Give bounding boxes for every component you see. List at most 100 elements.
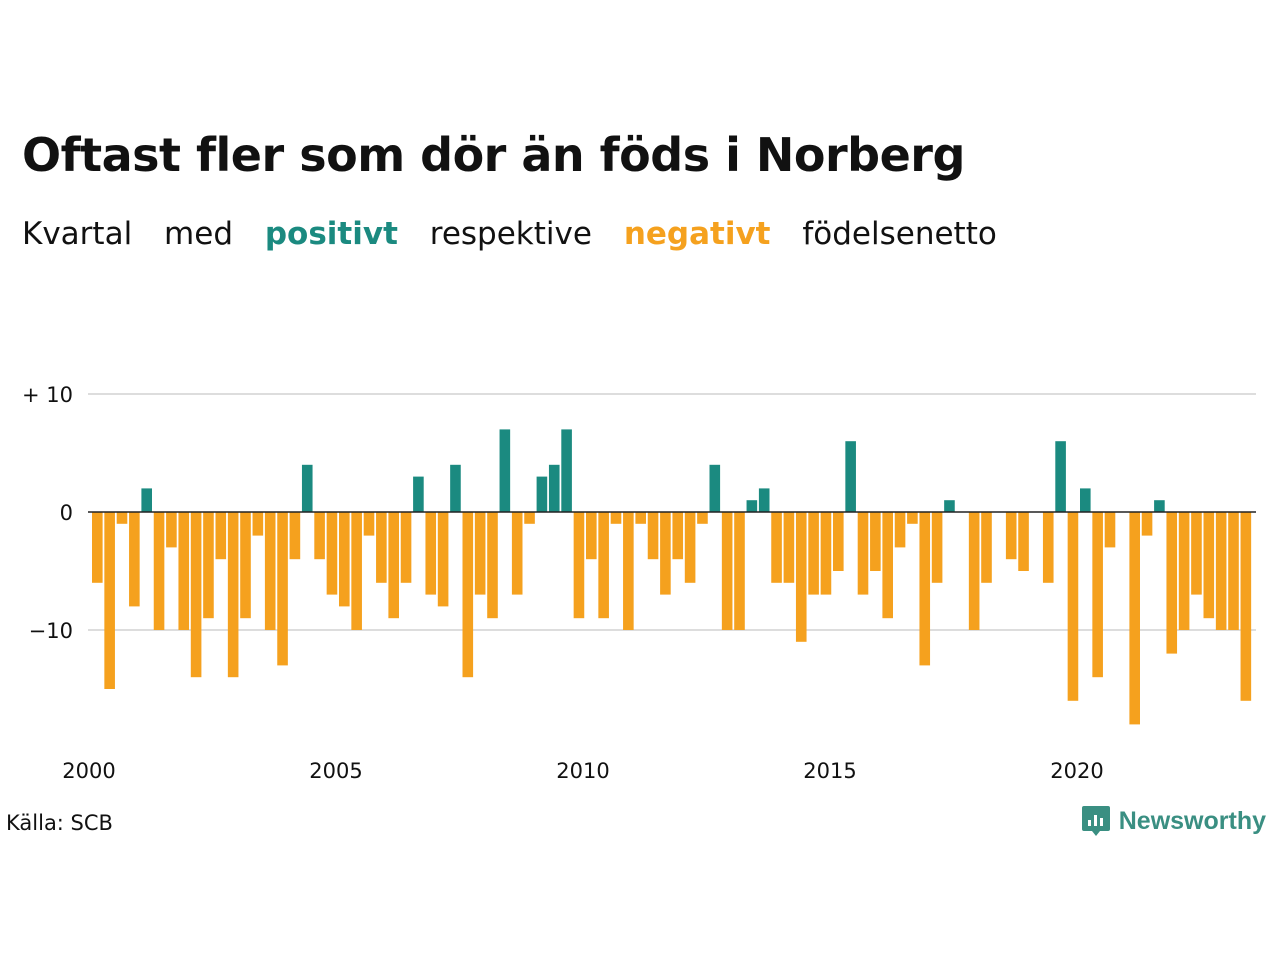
x-tick-label: 2005 xyxy=(309,759,362,783)
bar xyxy=(92,512,103,583)
bar xyxy=(610,512,622,524)
bar xyxy=(1203,512,1215,619)
x-tick-label: 2000 xyxy=(62,759,115,783)
bar xyxy=(314,512,325,560)
newsworthy-brand: Newsworthy xyxy=(1081,804,1266,838)
bar xyxy=(771,512,782,583)
bar xyxy=(1178,512,1190,630)
bar xyxy=(227,512,239,678)
bar xyxy=(1215,512,1227,630)
bar xyxy=(474,512,486,595)
bar xyxy=(153,512,165,630)
bar xyxy=(252,512,264,536)
bar xyxy=(684,512,696,583)
y-tick-label: 0 xyxy=(60,501,73,525)
bar xyxy=(166,512,177,548)
bar xyxy=(647,512,659,560)
bar xyxy=(734,512,745,630)
bar xyxy=(1166,512,1178,654)
bar xyxy=(1055,441,1066,512)
bar xyxy=(907,512,918,524)
bar xyxy=(190,512,202,678)
bar xyxy=(388,512,399,619)
bar xyxy=(376,512,387,583)
subtitle-text-4: födelsenetto xyxy=(802,216,997,252)
bar xyxy=(1141,512,1153,536)
bar xyxy=(203,512,214,619)
bar xyxy=(660,512,671,595)
bar xyxy=(598,512,609,619)
bar xyxy=(326,512,338,595)
bar xyxy=(586,512,597,560)
bar xyxy=(870,512,881,571)
bar xyxy=(981,512,992,583)
bar xyxy=(882,512,893,619)
bar xyxy=(1228,512,1239,630)
bar xyxy=(400,512,412,583)
source-label: Källa: SCB xyxy=(6,811,113,835)
bar xyxy=(758,488,770,512)
bar xyxy=(499,429,511,512)
bar xyxy=(1129,512,1140,725)
bar xyxy=(536,476,548,512)
bar xyxy=(1080,488,1091,512)
bar xyxy=(561,429,572,512)
bar-chart: + 10 0 −10 2000 2005 2010 2015 2020 xyxy=(22,383,1256,783)
chart-subtitle: Kvartal med positivt respektive negativt… xyxy=(22,216,1019,252)
bar xyxy=(450,464,461,512)
bar xyxy=(894,512,906,548)
bar xyxy=(301,464,313,512)
bar xyxy=(129,512,140,607)
bar xyxy=(437,512,449,607)
bar xyxy=(672,512,684,560)
bar xyxy=(289,512,301,560)
brand-name: Newsworthy xyxy=(1118,806,1266,835)
bar xyxy=(413,476,424,512)
subtitle-text-3: respektive xyxy=(429,216,592,252)
bar xyxy=(709,464,721,512)
bar xyxy=(1092,512,1103,678)
bar xyxy=(462,512,474,678)
bar xyxy=(944,500,955,512)
subtitle-text-1: Kvartal xyxy=(22,216,133,252)
bar xyxy=(277,512,288,666)
bar xyxy=(919,512,931,666)
bar xyxy=(215,512,227,560)
bar xyxy=(968,512,980,630)
bar xyxy=(1018,512,1029,571)
y-tick-label: −10 xyxy=(29,619,73,643)
subtitle-positive-word: positivt xyxy=(264,216,398,252)
newsworthy-logo-icon xyxy=(1081,806,1110,836)
subtitle-negative-word: negativt xyxy=(623,216,771,252)
chart-title: Oftast fler som dör än föds i Norberg xyxy=(22,128,965,182)
bar xyxy=(808,512,819,595)
bar xyxy=(845,441,856,512)
bar xyxy=(351,512,362,630)
bar xyxy=(511,512,523,595)
bar xyxy=(573,512,585,619)
bar xyxy=(1005,512,1017,560)
y-tick-label: + 10 xyxy=(22,383,73,407)
bar xyxy=(1154,500,1165,512)
subtitle-text-2: med xyxy=(164,216,233,252)
bar xyxy=(141,488,152,512)
x-tick-label: 2015 xyxy=(803,759,856,783)
bar xyxy=(1191,512,1202,595)
bar xyxy=(697,512,708,524)
bar xyxy=(116,512,128,524)
bar xyxy=(339,512,350,607)
bar xyxy=(1067,512,1079,701)
bar xyxy=(425,512,437,595)
bar xyxy=(795,512,807,642)
x-tick-label: 2010 xyxy=(556,759,609,783)
bar xyxy=(548,464,560,512)
bar xyxy=(721,512,733,630)
bar xyxy=(524,512,535,524)
bar xyxy=(240,512,251,619)
bar xyxy=(264,512,276,630)
bar xyxy=(1042,512,1054,583)
bar xyxy=(1240,512,1252,701)
bar xyxy=(857,512,869,595)
bar xyxy=(363,512,375,536)
bar xyxy=(487,512,498,619)
